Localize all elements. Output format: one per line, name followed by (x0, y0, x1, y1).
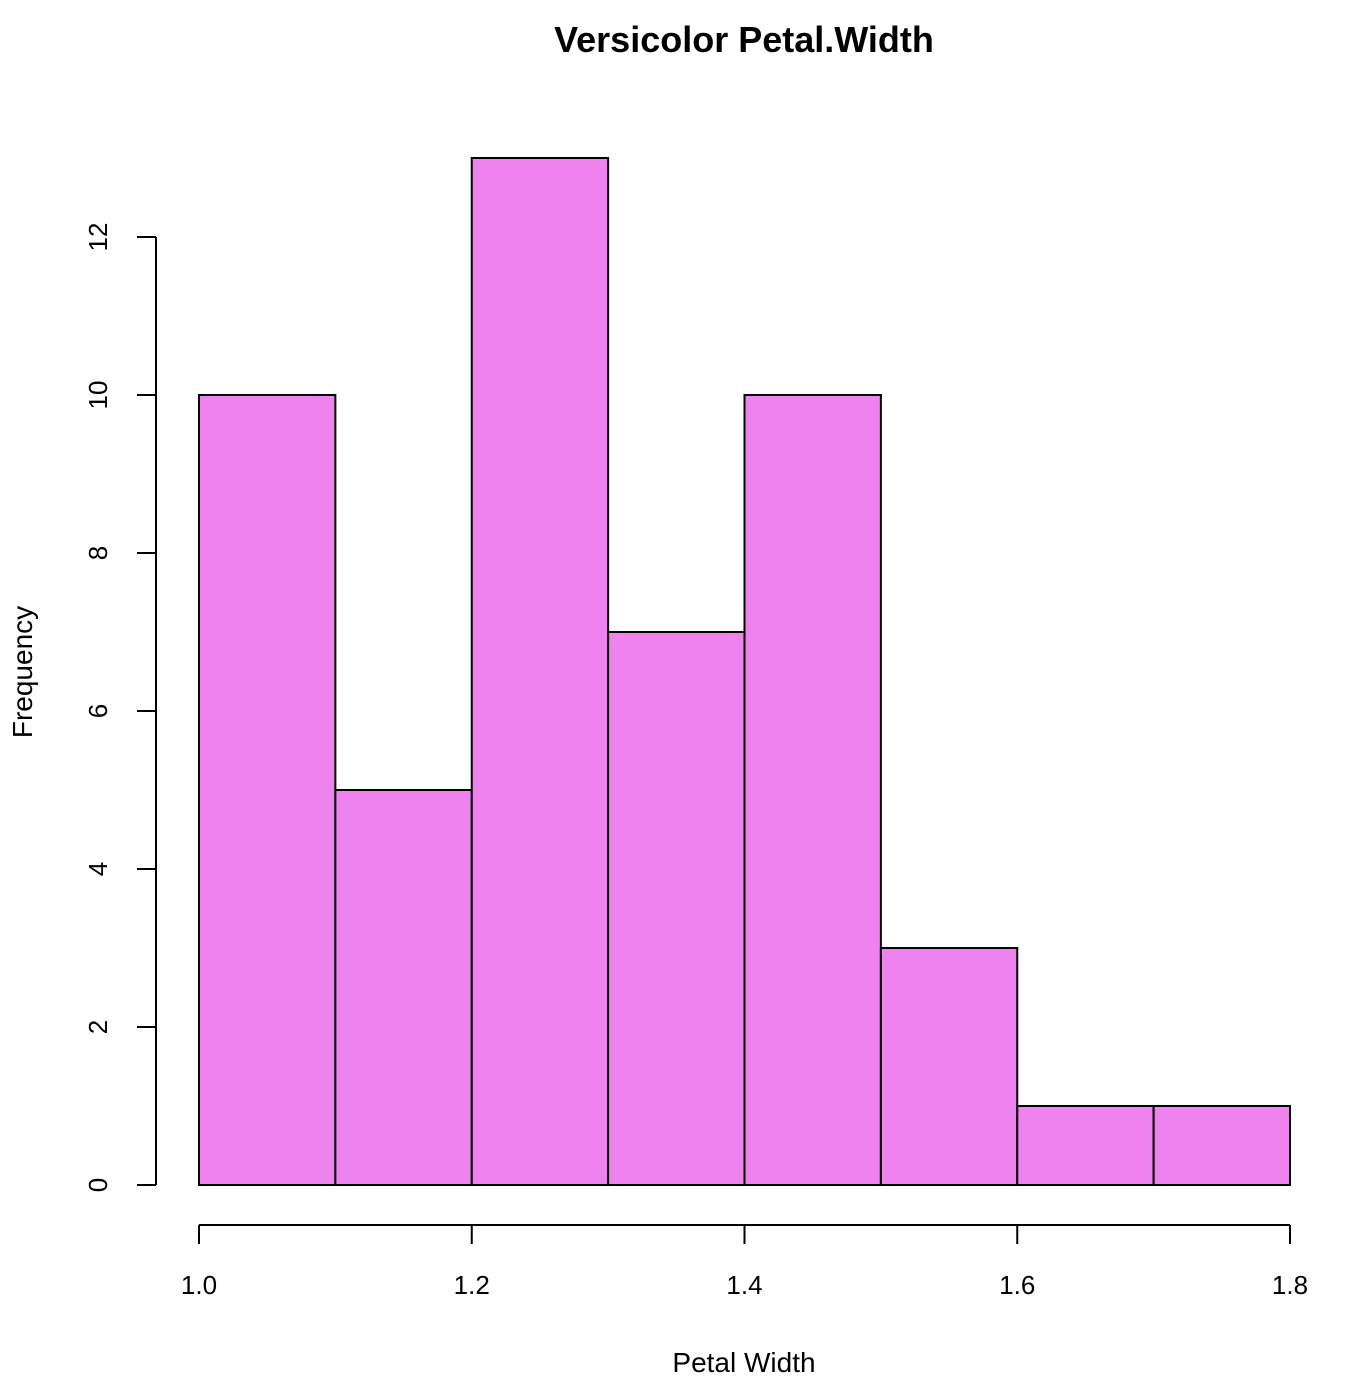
y-tick-label-1: 2 (83, 1020, 113, 1034)
chart-title: Versicolor Petal.Width (554, 19, 934, 60)
histogram-bar-4 (743, 394, 882, 1186)
histogram-bar-0 (198, 394, 337, 1186)
y-tick-label-3: 6 (83, 704, 113, 718)
histogram-bar-5 (879, 947, 1019, 1186)
y-tick-label-5: 10 (83, 381, 113, 410)
bars-group (198, 157, 1291, 1186)
histogram-bar-1 (334, 789, 473, 1186)
y-tick-label-6: 12 (83, 223, 113, 252)
y-axis: 0 2 4 6 8 10 12 (83, 223, 157, 1192)
x-tick-label-0: 1.0 (181, 1270, 217, 1300)
x-tick-label-2: 1.4 (726, 1270, 762, 1300)
histogram-bar-2 (470, 157, 610, 1186)
histogram-bar-7 (1152, 1105, 1291, 1186)
x-tick-label-4: 1.8 (1272, 1270, 1308, 1300)
x-tick-label-3: 1.6 (999, 1270, 1035, 1300)
x-tick-label-1: 1.2 (454, 1270, 490, 1300)
y-tick-label-2: 4 (83, 862, 113, 876)
histogram-bar-6 (1016, 1105, 1155, 1186)
histogram-bar-3 (607, 631, 746, 1186)
y-axis-label: Frequency (7, 606, 38, 738)
y-tick-label-0: 0 (83, 1178, 113, 1192)
x-axis: 1.0 1.2 1.4 1.6 1.8 (181, 1224, 1308, 1300)
x-axis-label: Petal Width (672, 1347, 815, 1378)
y-tick-label-4: 8 (83, 546, 113, 560)
